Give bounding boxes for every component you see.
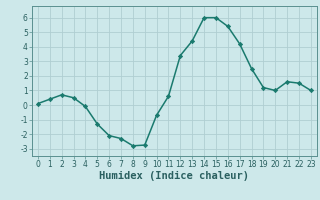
- X-axis label: Humidex (Indice chaleur): Humidex (Indice chaleur): [100, 171, 249, 181]
